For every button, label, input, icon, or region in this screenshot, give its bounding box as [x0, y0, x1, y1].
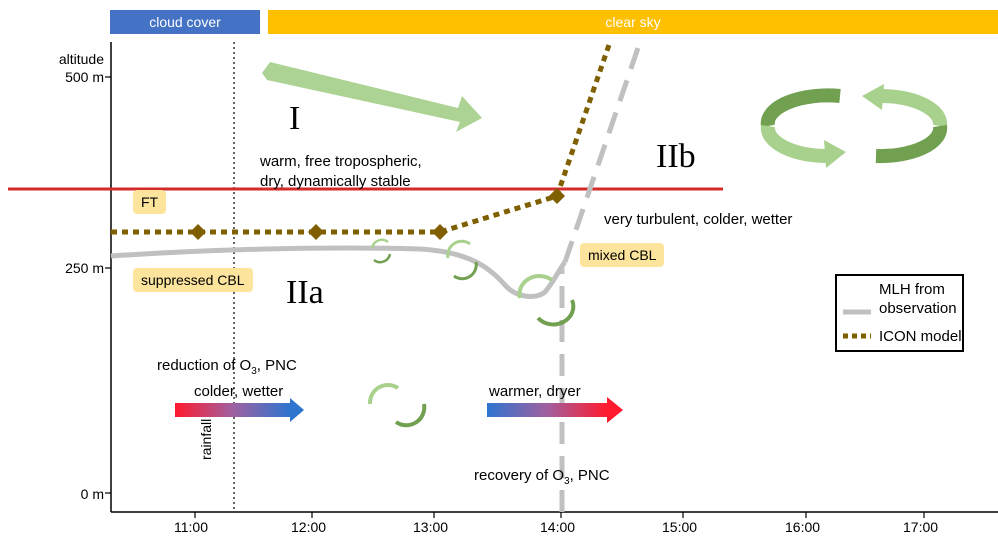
y-tick-500: 500 m: [65, 69, 104, 85]
y-axis-title: altitude 500 m: [20, 50, 104, 86]
mixed-cbl-badge: mixed CBL: [580, 243, 665, 267]
clear-sky-bar: clear sky: [268, 10, 998, 34]
x-tick-label: 17:00: [903, 519, 939, 535]
ft-desc-line2: dry, dynamically stable: [260, 173, 411, 190]
x-tick-label: 11:00: [174, 519, 208, 535]
warmer-dryer-label: warmer, dryer: [489, 383, 581, 400]
legend-mlh-line1: MLH from: [879, 281, 945, 298]
x-tick-label: 14:00: [540, 519, 576, 535]
model-line: [111, 41, 613, 235]
recovery-suffix: , PNC: [569, 467, 610, 484]
legend: MLH from observation ICON model: [835, 274, 964, 352]
x-tick-label: 16:00: [785, 519, 821, 535]
region-iia-label: IIa: [286, 274, 324, 311]
reduction-suffix: , PNC: [256, 357, 297, 374]
recovery-description: recovery of O3, PNC: [474, 467, 610, 487]
reduction-description: reduction of O3, PNC: [157, 357, 297, 377]
small-circulation-3: [517, 274, 576, 327]
small-circulation-1: [370, 238, 392, 264]
large-circulation: [760, 84, 948, 168]
observation-line: [110, 245, 567, 299]
legend-observation-label: MLH from observation: [879, 280, 957, 318]
x-axis-ticks: [194, 512, 925, 518]
small-circulation-2: [446, 239, 478, 281]
gradient-arrow-left: [175, 398, 304, 422]
gradient-arrow-right: [487, 397, 623, 423]
x-tick-label: 12:00: [291, 519, 327, 535]
free-troposphere-description: warm, free tropospheric, dry, dynamicall…: [260, 152, 422, 192]
ft-badge: FT: [133, 190, 167, 214]
x-tick-label: 13:00: [413, 519, 449, 535]
green-arrow-i: [262, 62, 482, 132]
legend-swatches: [843, 309, 871, 339]
observation-dashed-upper: [562, 41, 643, 263]
recovery-prefix: recovery of O: [474, 467, 565, 484]
rainfall-label: rainfall: [198, 418, 214, 460]
legend-mlh-line2: observation: [879, 300, 957, 317]
turbulent-description: very turbulent, colder, wetter: [604, 211, 793, 228]
suppressed-cbl-badge: suppressed CBL: [133, 268, 253, 292]
y-axis-ticks: [105, 76, 111, 494]
colder-wetter-label: colder, wetter: [194, 383, 284, 400]
reduction-subscript: 3: [251, 366, 257, 377]
cloud-cover-bar: cloud cover: [110, 10, 260, 34]
y-axis-title-line: altitude: [58, 51, 104, 67]
region-i-label: I: [289, 100, 301, 137]
y-tick-0: 0 m: [80, 486, 104, 502]
x-tick-label: 15:00: [662, 519, 698, 535]
legend-model-label: ICON model: [879, 328, 962, 345]
reduction-prefix: reduction of O: [157, 357, 252, 374]
ft-desc-line1: warm, free tropospheric,: [260, 153, 422, 170]
cloud-cover-label: cloud cover: [149, 14, 221, 30]
recovery-subscript: 3: [564, 476, 570, 487]
region-iib-label: IIb: [656, 138, 696, 175]
y-tick-250: 250 m: [65, 260, 104, 276]
clear-sky-label: clear sky: [605, 14, 661, 30]
model-markers: [190, 188, 565, 240]
small-circulation-4: [367, 382, 427, 428]
